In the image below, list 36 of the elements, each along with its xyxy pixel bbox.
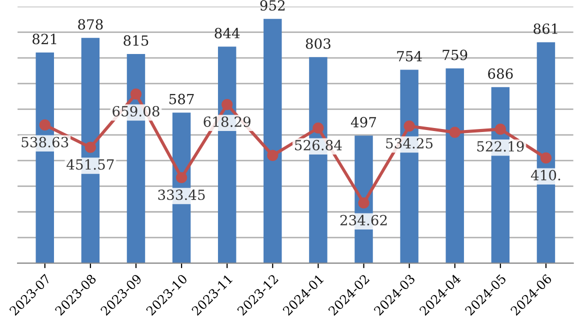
data-label: 410.	[530, 170, 560, 180]
data-label: 522.19	[477, 141, 524, 152]
point	[267, 150, 278, 161]
data-label: 821	[32, 34, 56, 44]
data-label: 754	[397, 50, 422, 62]
data-label: 587	[169, 94, 194, 104]
point	[130, 88, 142, 100]
point	[449, 126, 460, 138]
data-label: 803	[306, 38, 330, 49]
data-label: 526.84	[295, 140, 342, 150]
point	[39, 119, 50, 131]
data-label: 234.62	[340, 214, 387, 226]
data-label: 759	[442, 50, 468, 60]
data-label: 534.25	[386, 138, 433, 149]
data-label: 333.45	[158, 190, 205, 200]
point	[494, 124, 506, 135]
data-label: 844	[214, 28, 240, 38]
data-label: 538.63	[22, 136, 68, 148]
point	[84, 142, 96, 153]
data-label: 659.08	[112, 106, 160, 116]
bar	[264, 18, 282, 264]
data-label: 618.29	[204, 116, 250, 127]
data-label: 952	[260, 0, 285, 11]
data-label: 497	[350, 116, 376, 128]
data-label: 861	[534, 24, 558, 34]
bar	[446, 68, 464, 264]
point	[312, 122, 324, 134]
data-label: 451.57	[66, 159, 114, 170]
point	[404, 120, 415, 132]
point	[176, 172, 188, 184]
point	[540, 152, 552, 164]
data-label: 815	[124, 35, 148, 46]
data-label: 686	[488, 68, 513, 79]
data-label: 878	[78, 19, 103, 30]
point	[222, 98, 233, 110]
point	[358, 197, 370, 209]
